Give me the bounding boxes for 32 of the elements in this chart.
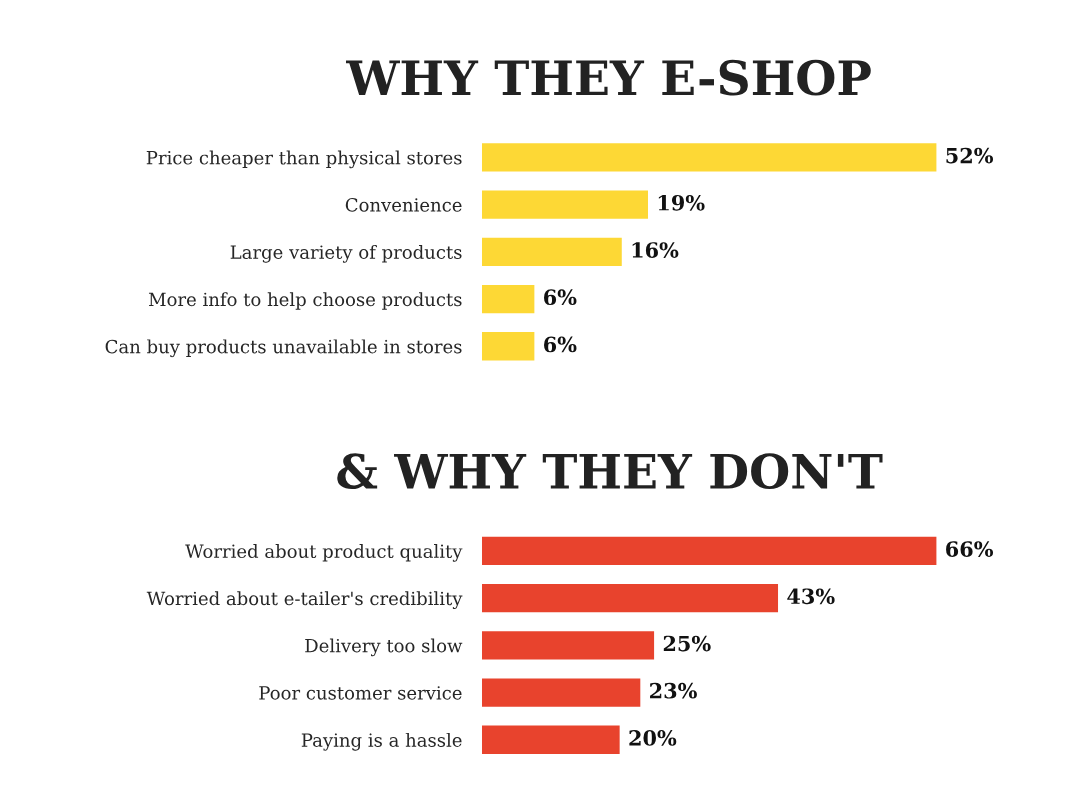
data-label: 66% — [946, 541, 994, 557]
data-label: 6% — [544, 289, 577, 306]
data-label: 16% — [632, 242, 679, 258]
y-tick-label: Delivery too slow — [305, 638, 463, 657]
data-label: 19% — [658, 194, 705, 211]
bar — [481, 143, 937, 172]
y-tick-label: Poor customer service — [259, 686, 462, 700]
y-tick-label: Large variety of products — [230, 244, 462, 263]
bar — [481, 678, 641, 707]
bar — [481, 725, 620, 754]
bar — [481, 583, 779, 613]
data-label: 6% — [544, 336, 577, 353]
chart-title: & WHY THEY DON'T — [337, 453, 883, 490]
data-label: 23% — [650, 682, 697, 699]
y-tick-label: Convenience — [345, 198, 462, 212]
y-tick-label: Can buy products unavailable in stores — [105, 339, 462, 358]
data-label: 25% — [663, 635, 711, 652]
y-tick-label: Worried about e-tailer's credibility — [146, 591, 463, 609]
bar — [481, 631, 655, 660]
chart-title: WHY THEY E-SHOP — [346, 59, 871, 96]
y-tick-label: Price cheaper than physical stores — [146, 150, 462, 169]
y-tick-label: More info to help choose products — [148, 292, 462, 310]
data-label: 52% — [946, 147, 994, 164]
bar — [481, 332, 535, 361]
data-label: 43% — [787, 588, 835, 605]
bar — [481, 536, 937, 566]
y-tick-label: Worried about product quality — [185, 544, 463, 562]
data-label: 20% — [629, 730, 677, 746]
bar — [481, 237, 622, 267]
bar — [481, 284, 535, 314]
y-tick-label: Paying is a hassle — [301, 732, 462, 751]
bar — [481, 190, 648, 219]
